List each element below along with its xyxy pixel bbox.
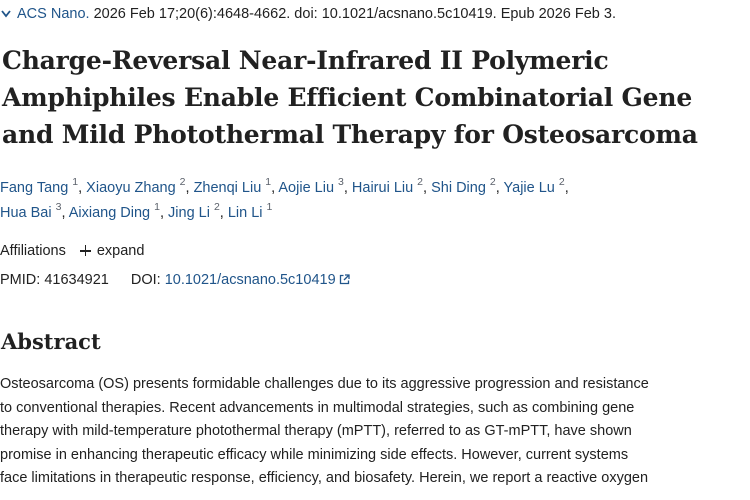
affiliation-ref[interactable]: 1 [265,176,272,189]
abstract-line: therapy with mild-temperature phototherm… [0,423,632,440]
affiliation-ref[interactable]: 3 [338,176,344,189]
title-line: and Mild Photothermal Therapy for Osteos… [2,120,698,149]
author-link[interactable]: Xiaoyu Zhang [86,180,176,196]
affiliation-ref[interactable]: 1 [72,176,79,189]
citation-line: ACS Nano. 2026 Feb 17;20(6):4648-4662. d… [0,4,616,24]
author-link[interactable]: Aojie Liu [278,180,335,196]
affiliation-ref[interactable]: 3 [55,201,62,214]
title-line: Amphiphiles Enable Efficient Combinatori… [2,83,693,112]
doi-link[interactable]: 10.1021/acsnano.5c10419 [165,272,350,288]
identifiers-row: PMID: 41634921 DOI: 10.1021/acsnano.5c10… [0,270,350,290]
affiliation-ref[interactable]: 2 [489,176,496,189]
affiliation-ref[interactable]: 1 [266,201,273,214]
author-item: Aojie Liu 3 [278,177,343,196]
title-line: Charge-Reversal Near-Infrared II Polymer… [2,46,609,75]
affiliations-label: Affiliations [0,243,66,259]
affiliations-row: Affiliations expand [0,241,144,261]
author-item: Hairui Liu 2 [351,177,423,196]
authors-list: Fang Tang 1, Xiaoyu Zhang 2, Zhenqi Liu 1, … [0,176,569,221]
affiliation-ref[interactable]: 1 [154,201,160,214]
affiliation-ref[interactable]: 2 [213,201,220,214]
author-link[interactable]: Lin Li [227,205,263,221]
pmid-label: PMID: [0,272,41,288]
journal-link[interactable]: ACS Nano. [17,6,90,22]
affiliation-ref[interactable]: 2 [417,176,424,189]
author-link[interactable]: Jing Li [168,205,210,221]
abstract-heading: Abstract [1,329,101,354]
author-link[interactable]: Fang Tang [0,180,69,196]
expand-affiliations-button[interactable]: expand [79,241,145,261]
affiliation-ref[interactable]: 2 [179,176,186,189]
article-title: Charge-Reversal Near-Infrared II Polymer… [2,42,742,153]
abstract-line: promise in enhancing therapeutic efficac… [0,446,629,463]
doi-label: DOI: [130,272,161,288]
author-link[interactable]: Hairui Liu [351,180,414,196]
affiliation-ref[interactable]: 2 [558,176,565,189]
abstract-body: Osteosarcoma (OS) presents formidable ch… [0,373,750,491]
pmid-value: 41634921 [44,272,109,288]
author-link[interactable]: Hua Bai [0,205,52,221]
abstract-line: Osteosarcoma (OS) presents formidable ch… [0,376,649,392]
author-item: Shi Ding 2 [431,177,496,196]
author-item: Fang Tang 1 [0,177,78,196]
author-item: Aixiang Ding 1 [68,202,160,221]
author-link[interactable]: Yajie Lu [503,180,555,196]
author-link[interactable]: Aixiang Ding [68,205,151,221]
author-item: Xiaoyu Zhang 2 [86,177,185,196]
external-link-icon [339,271,350,285]
chevron-down-icon[interactable] [0,4,12,24]
citation-details: 2026 Feb 17;20(6):4648-4662. doi: 10.102… [89,6,616,22]
author-item: Yajie Lu 2 [503,177,565,196]
author-item: Zhenqi Liu 1 [193,177,272,196]
doi-value: 10.1021/acsnano.5c10419 [164,272,336,288]
abstract-line: face limitations in therapeutic response… [0,470,649,487]
author-item: Hua Bai 3 [0,202,61,221]
abstract-line: to conventional therapies. Recent advanc… [0,399,635,416]
author-item: Jing Li 2 [168,202,220,221]
author-link[interactable]: Shi Ding [431,180,486,196]
author-item: Lin Li 1 [227,202,273,221]
author-link[interactable]: Zhenqi Liu [193,180,262,196]
plus-icon [79,245,91,256]
expand-label: expand [96,243,145,259]
